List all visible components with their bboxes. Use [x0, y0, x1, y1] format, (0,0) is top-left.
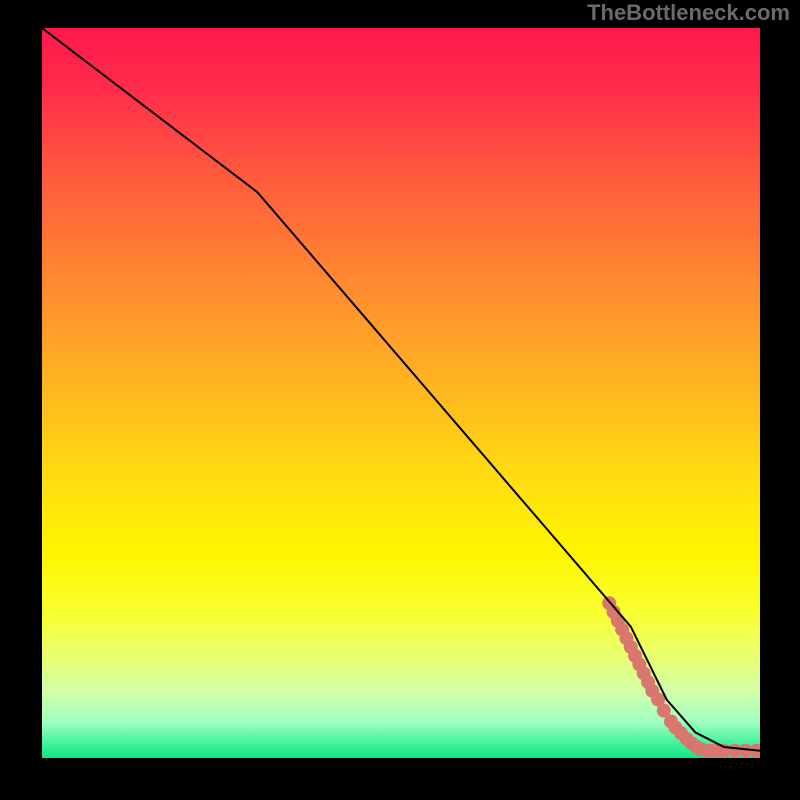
chart-svg: [42, 28, 760, 758]
gradient-background: [42, 28, 760, 758]
chart-outer-frame: TheBottleneck.com: [0, 0, 800, 800]
attribution-label: TheBottleneck.com: [587, 0, 790, 26]
plot-area: [42, 28, 760, 758]
